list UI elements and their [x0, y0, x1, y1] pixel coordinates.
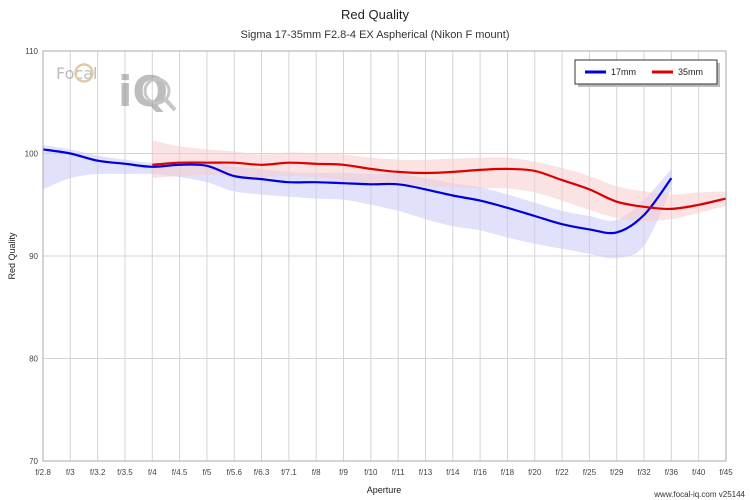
logo-lens-icon	[74, 63, 94, 83]
x-tick-label-f14: f/14	[446, 468, 460, 477]
x-tick-label-f8: f/8	[312, 468, 321, 477]
x-tick-label-f22: f/22	[555, 468, 569, 477]
x-tick-label-f11: f/11	[392, 468, 405, 477]
x-tick-label-f36: f/36	[665, 468, 679, 477]
x-tick-label-f5.6: f/5.6	[226, 468, 242, 477]
y-tick-label-100: 100	[25, 150, 39, 159]
x-tick-label-f20: f/20	[528, 468, 542, 477]
x-tick-label-f40: f/40	[692, 468, 706, 477]
x-tick-label-f3: f/3	[66, 468, 75, 477]
x-tick-label-f3.2: f/3.2	[90, 468, 106, 477]
logo-magnifier-handle	[164, 98, 177, 112]
x-tick-label-f6.3: f/6.3	[254, 468, 270, 477]
legend: 17mm 35mm	[574, 59, 720, 87]
y-tick-label-90: 90	[29, 252, 38, 261]
x-tick-label-f2.8: f/2.8	[35, 468, 51, 477]
x-tick-label-f45: f/45	[719, 468, 733, 477]
logo-magnifier-icon	[143, 77, 171, 105]
confidence-bands	[43, 140, 727, 259]
y-axis-ticks: 70 80 90 100 110	[25, 47, 39, 466]
x-axis-ticks: f/2.8 f/3 f/3.2 f/3.5 f/4 f/4.5 f/5 f/5.6 f/6.3 f…	[35, 468, 733, 477]
x-tick-label-f3.5: f/3.5	[117, 468, 133, 477]
series-line-35mm	[152, 161, 727, 211]
band-35mm	[152, 140, 727, 222]
plot-frame	[42, 50, 727, 462]
x-tick-label-f5: f/5	[202, 468, 211, 477]
x-tick-label-f4: f/4	[148, 468, 157, 477]
series-lines	[42, 148, 727, 235]
series-line-17mm	[42, 148, 673, 235]
chart-subtitle: Sigma 17-35mm F2.8-4 EX Aspherical (Niko…	[241, 29, 510, 41]
y-axis-label: Red Quality	[7, 232, 17, 280]
x-tick-label-f25: f/25	[583, 468, 597, 477]
x-tick-label-f7.1: f/7.1	[281, 468, 297, 477]
x-tick-label-f10: f/10	[364, 468, 378, 477]
x-tick-label-f32: f/32	[637, 468, 651, 477]
x-tick-label-f29: f/29	[610, 468, 624, 477]
focal-iq-logo: Focal iQ	[56, 63, 177, 116]
chart-title: Red Quality	[341, 7, 409, 22]
y-tick-label-80: 80	[29, 355, 38, 364]
x-tick-label-f13: f/13	[419, 468, 433, 477]
logo-iq-text: iQ	[118, 67, 168, 116]
x-tick-label-f4.5: f/4.5	[172, 468, 188, 477]
legend-label-17mm: 17mm	[611, 67, 636, 77]
legend-label-35mm: 35mm	[678, 67, 703, 77]
x-tick-label-f16: f/16	[473, 468, 487, 477]
y-tick-label-110: 110	[25, 47, 38, 56]
footer-credit: www.focal-iq.com v25144	[653, 490, 745, 499]
x-axis-label: Aperture	[367, 485, 402, 495]
x-tick-label-f9: f/9	[339, 468, 348, 477]
x-tick-label-f18: f/18	[501, 468, 515, 477]
y-tick-label-70: 70	[29, 457, 38, 466]
